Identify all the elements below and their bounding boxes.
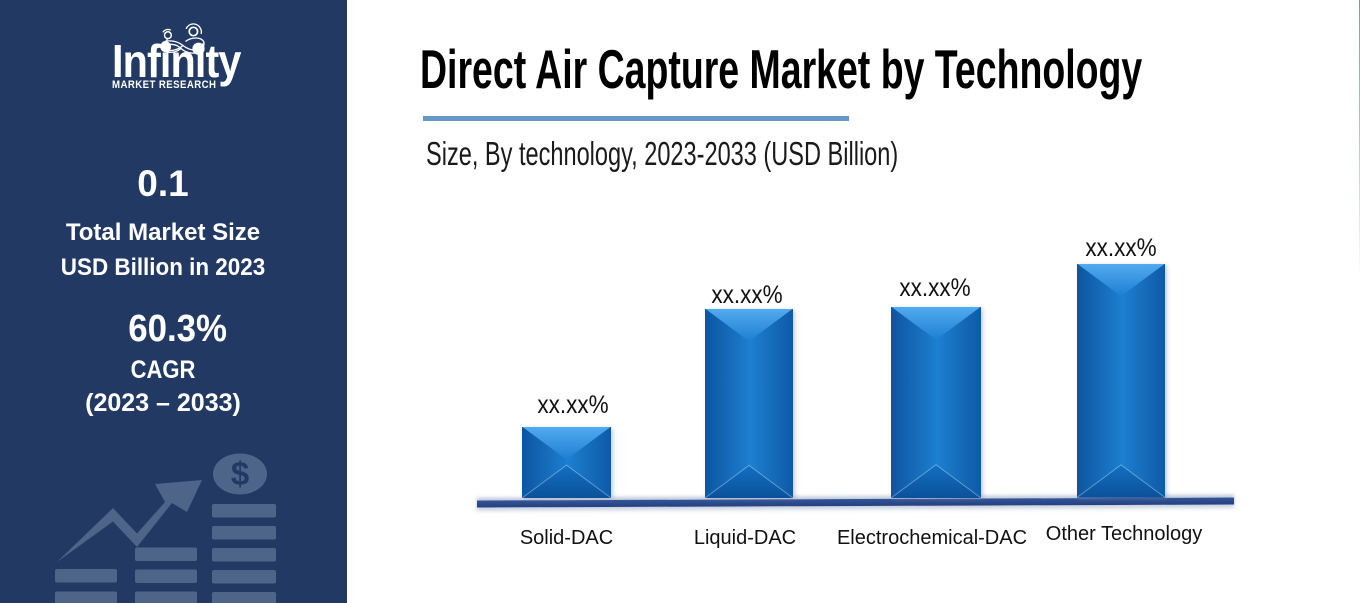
svg-text:$: $ [231,455,249,492]
